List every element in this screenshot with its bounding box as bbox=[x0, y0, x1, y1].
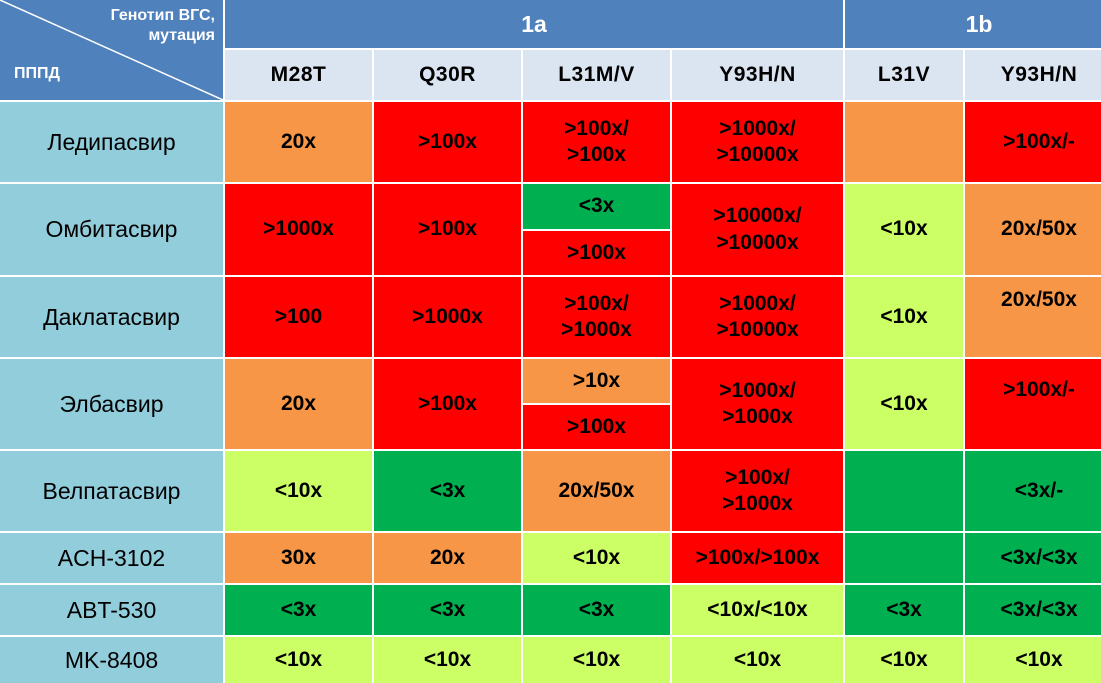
cell-elbasvir-q30r: >100x bbox=[374, 359, 521, 449]
cell-mk8408-q30r: <10x bbox=[374, 637, 521, 683]
cell-velpatasvir-y93hn-1b: <3x/- bbox=[965, 451, 1101, 531]
cell-mk8408-l31v: <10x bbox=[845, 637, 963, 683]
cell-ombitasvir-m28t: >1000x bbox=[225, 184, 372, 275]
cell-abt530-y93hn-1a: <10x/<10x bbox=[672, 585, 843, 635]
mutation-header-m28t: M28T bbox=[225, 50, 372, 100]
cell-ombitasvir-q30r: >100x bbox=[374, 184, 521, 275]
cell-velpatasvir-m28t: <10x bbox=[225, 451, 372, 531]
drug-label-ledipasvir: Ледипасвир bbox=[0, 102, 223, 182]
cell-elbasvir-l31v-1b: <10x bbox=[845, 359, 963, 449]
cell-ach3102-q30r: 20x bbox=[374, 533, 521, 583]
genotype-1a-header: 1a bbox=[225, 0, 843, 48]
cell-ledipasvir-m28t: 20x bbox=[225, 102, 372, 182]
cell-velpatasvir-l31mv: 20x/50x bbox=[523, 451, 670, 531]
cell-ach3102-l31v bbox=[845, 533, 963, 583]
mutation-header-l31v: L31V bbox=[845, 50, 963, 100]
mutation-header-y93hn-1b: Y93H/N bbox=[965, 50, 1101, 100]
drug-label-daclatasvir: Даклатасвир bbox=[0, 277, 223, 357]
cell-abt530-y93hn-1b: <3x/<3x bbox=[965, 585, 1101, 635]
corner-genotype-label: Генотип ВГС, мутация bbox=[110, 7, 215, 44]
cell-elbasvir-y93hn-1b: >100x/- bbox=[965, 359, 1101, 449]
cell-ledipasvir-y93hn-1b: >100x/- bbox=[965, 102, 1101, 182]
cell-mk8408-m28t: <10x bbox=[225, 637, 372, 683]
cell-daclatasvir-l31mv: >100x/ >1000x bbox=[523, 277, 670, 357]
cell-ledipasvir-l31mv: >100x/ >100x bbox=[523, 102, 670, 182]
cell-elbasvir-l31v: >100x bbox=[523, 405, 670, 449]
cell-velpatasvir-l31v bbox=[845, 451, 963, 531]
cell-ledipasvir-q30r: >100x bbox=[374, 102, 521, 182]
drug-label-mk-8408: MK-8408 bbox=[0, 637, 223, 683]
drug-label-abt-530: ABT-530 bbox=[0, 585, 223, 635]
cell-ombitasvir-l31m: <3x bbox=[523, 184, 670, 229]
cell-ach3102-y93hn-1b: <3x/<3x bbox=[965, 533, 1101, 583]
cell-ombitasvir-l31v-1b: <10x bbox=[845, 184, 963, 275]
cell-ach3102-m28t: 30x bbox=[225, 533, 372, 583]
cell-abt530-l31v: <3x bbox=[845, 585, 963, 635]
drug-label-ach-3102: ACH-3102 bbox=[0, 533, 223, 583]
cell-ombitasvir-y93hn-1a: >10000x/ >10000x bbox=[672, 184, 843, 275]
genotype-1b-header: 1b bbox=[845, 0, 1101, 48]
cell-velpatasvir-y93hn-1a: >100x/ >1000x bbox=[672, 451, 843, 531]
table-corner-header: Генотип ВГС, мутация ПППД bbox=[0, 0, 223, 100]
cell-abt530-m28t: <3x bbox=[225, 585, 372, 635]
drug-label-elbasvir: Элбасвир bbox=[0, 359, 223, 449]
cell-daclatasvir-y93hn-1a: >1000x/ >10000x bbox=[672, 277, 843, 357]
cell-mk8408-l31mv: <10x bbox=[523, 637, 670, 683]
cell-elbasvir-y93hn-1a: >1000x/ >1000x bbox=[672, 359, 843, 449]
corner-diagonal-line bbox=[0, 0, 223, 100]
cell-daclatasvir-m28t: >100 bbox=[225, 277, 372, 357]
cell-ledipasvir-y93hn-1a: >1000x/ >10000x bbox=[672, 102, 843, 182]
cell-daclatasvir-y93hn-1b: 20x/50x bbox=[965, 277, 1101, 357]
cell-mk8408-y93hn-1b: <10x bbox=[965, 637, 1101, 683]
cell-elbasvir-l31m: >10x bbox=[523, 359, 670, 403]
mutation-header-l31mv: L31M/V bbox=[523, 50, 670, 100]
cell-ledipasvir-l31v bbox=[845, 102, 963, 182]
drug-label-velpatasvir: Велпатасвир bbox=[0, 451, 223, 531]
cell-ombitasvir-l31v: >100x bbox=[523, 231, 670, 275]
cell-daclatasvir-q30r: >1000x bbox=[374, 277, 521, 357]
cell-mk8408-y93hn-1a: <10x bbox=[672, 637, 843, 683]
cell-ombitasvir-y93hn-1b: 20x/50x bbox=[965, 184, 1101, 275]
cell-abt530-l31mv: <3x bbox=[523, 585, 670, 635]
corner-drug-class-label: ПППД bbox=[14, 65, 60, 82]
drug-label-ombitasvir: Омбитасвир bbox=[0, 184, 223, 275]
cell-elbasvir-m28t: 20x bbox=[225, 359, 372, 449]
mutation-header-y93hn-1a: Y93H/N bbox=[672, 50, 843, 100]
cell-abt530-q30r: <3x bbox=[374, 585, 521, 635]
cell-velpatasvir-q30r: <3x bbox=[374, 451, 521, 531]
cell-daclatasvir-l31v: <10x bbox=[845, 277, 963, 357]
cell-ach3102-y93hn-1a: >100x/>100x bbox=[672, 533, 843, 583]
cell-ach3102-l31mv: <10x bbox=[523, 533, 670, 583]
mutation-header-q30r: Q30R bbox=[374, 50, 521, 100]
